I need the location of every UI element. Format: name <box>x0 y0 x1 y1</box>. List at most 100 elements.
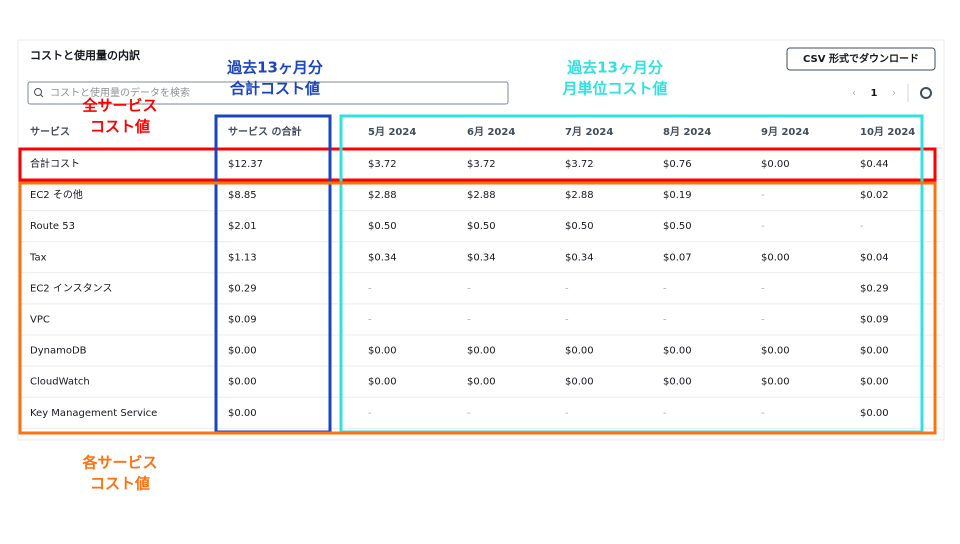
cost-cell: $0.00 <box>761 346 790 357</box>
cost-cell: $0.04 <box>860 252 889 263</box>
cost-cell: - <box>368 283 372 294</box>
cost-cell: $0.00 <box>228 377 257 388</box>
cost-cell: - <box>860 221 864 232</box>
cost-cell: $0.00 <box>228 346 257 357</box>
annotation-label: 過去13ヶ月分 <box>226 59 323 77</box>
search-placeholder[interactable]: コストと使用量のデータを検索 <box>50 86 190 99</box>
column-header: 9月 2024 <box>761 126 809 138</box>
cost-cell: $0.00 <box>761 377 790 388</box>
next-page[interactable]: › <box>892 88 896 99</box>
column-header: 8月 2024 <box>663 126 711 138</box>
cost-cell: $0.00 <box>761 252 790 263</box>
cost-cell: $0.44 <box>860 159 889 170</box>
service-name: 合計コスト <box>30 157 80 170</box>
cost-cell: - <box>565 283 569 294</box>
cost-cell: $0.00 <box>860 346 889 357</box>
cost-cell: $0.00 <box>467 377 496 388</box>
cost-cell: $3.72 <box>368 159 397 170</box>
annotation-label: コスト値 <box>90 118 150 136</box>
cost-cell: $0.00 <box>860 377 889 388</box>
search-icon <box>34 88 42 96</box>
cost-cell: - <box>663 283 667 294</box>
cost-cell: - <box>761 408 765 419</box>
cost-cell: $1.13 <box>228 252 257 263</box>
service-name: CloudWatch <box>30 377 90 388</box>
annotation-label: 過去13ヶ月分 <box>566 59 663 77</box>
cost-cell: - <box>761 315 765 326</box>
cost-cell: $2.88 <box>565 190 594 201</box>
cost-cell: $0.00 <box>565 346 594 357</box>
annotation-label: 全サービス <box>81 97 157 115</box>
cost-cell: $0.00 <box>565 377 594 388</box>
cost-cell: $0.00 <box>228 408 257 419</box>
search-box[interactable] <box>27 81 509 105</box>
cost-cell: $0.00 <box>467 346 496 357</box>
cost-cell: - <box>467 315 471 326</box>
search-icon <box>40 94 44 98</box>
panel-title: コストと使用量の内訳 <box>30 48 141 62</box>
service-name: Key Management Service <box>30 408 157 419</box>
annotation-label: 月単位コスト値 <box>561 80 667 98</box>
prev-page[interactable]: ‹ <box>852 88 856 99</box>
cost-cell: $0.00 <box>663 346 692 357</box>
service-name: EC2 インスタンス <box>30 282 112 294</box>
page-number[interactable]: 1 <box>871 88 878 99</box>
cost-cell: - <box>368 315 372 326</box>
column-header: サービス <box>30 125 70 138</box>
cost-cell: $12.37 <box>228 159 263 170</box>
cost-cell: $0.09 <box>860 315 889 326</box>
column-header: 10月 2024 <box>860 126 915 138</box>
cost-cell: $3.72 <box>467 159 496 170</box>
column-header: 5月 2024 <box>368 126 416 138</box>
cost-cell: $0.09 <box>228 315 257 326</box>
download-button-label[interactable]: CSV 形式でダウンロード <box>803 52 919 65</box>
cost-cell: $0.19 <box>663 190 692 201</box>
cost-cell: - <box>761 283 765 294</box>
cost-cell: $0.50 <box>565 221 594 232</box>
service-name: Route 53 <box>30 221 75 232</box>
cost-cell: $0.34 <box>467 252 496 263</box>
service-name: DynamoDB <box>30 346 87 357</box>
settings-icon[interactable] <box>920 87 932 99</box>
cost-cell: $3.72 <box>565 159 594 170</box>
highlight-box <box>18 147 937 182</box>
cost-cell: - <box>467 408 471 419</box>
column-header: 7月 2024 <box>565 126 613 138</box>
cost-cell: $2.01 <box>228 221 257 232</box>
cost-cell: - <box>761 221 765 232</box>
column-header: 6月 2024 <box>467 126 515 138</box>
cost-cell: $0.00 <box>368 377 397 388</box>
cost-cell: - <box>565 408 569 419</box>
cost-cell: $8.85 <box>228 190 257 201</box>
service-name: VPC <box>30 315 50 326</box>
cost-cell: $0.50 <box>467 221 496 232</box>
annotation-label: 各サービス <box>81 454 157 472</box>
cost-cell: - <box>761 190 765 201</box>
cost-cell: - <box>467 283 471 294</box>
highlight-box <box>18 181 937 435</box>
cost-cell: $2.88 <box>368 190 397 201</box>
cost-cell: $2.88 <box>467 190 496 201</box>
cost-cell: $0.00 <box>860 408 889 419</box>
cost-cell: - <box>663 408 667 419</box>
annotations: 全サービスコスト値過去13ヶ月分合計コスト値過去13ヶ月分月単位コスト値各サービ… <box>18 59 937 493</box>
cost-cell: $0.02 <box>860 190 889 201</box>
cost-cell: - <box>368 408 372 419</box>
cost-cell: - <box>663 315 667 326</box>
cost-cell: $0.29 <box>228 283 257 294</box>
cost-cell: $0.00 <box>663 377 692 388</box>
download-button[interactable] <box>786 47 936 71</box>
cost-cell: $0.00 <box>368 346 397 357</box>
cost-cell: $0.50 <box>368 221 397 232</box>
panel <box>17 39 945 441</box>
service-name: Tax <box>29 252 47 263</box>
cost-cell: $0.76 <box>663 159 692 170</box>
cost-cell: $0.00 <box>761 159 790 170</box>
cost-cell: $0.50 <box>663 221 692 232</box>
cost-cell: $0.07 <box>663 252 692 263</box>
cost-cell: $0.34 <box>565 252 594 263</box>
annotation-label: コスト値 <box>90 475 150 493</box>
cost-cell: - <box>565 315 569 326</box>
cost-cell: $0.29 <box>860 283 889 294</box>
